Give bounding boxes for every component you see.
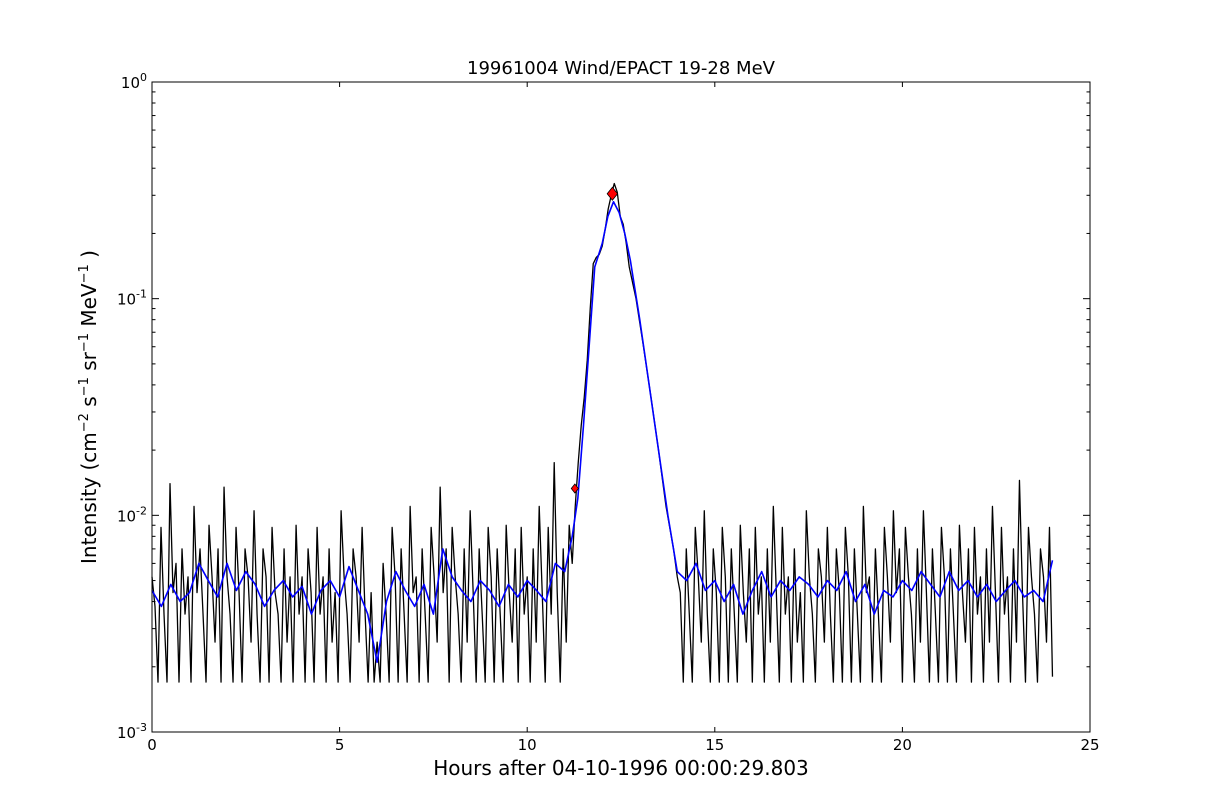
x-tick-label-4: 20 xyxy=(893,736,912,754)
series-line-1 xyxy=(151,200,1054,663)
x-tick-label-1: 5 xyxy=(335,736,345,754)
series-line-0 xyxy=(151,182,1054,683)
plot-frame xyxy=(151,81,1091,733)
y-tick-label-3: 10-3 xyxy=(117,721,147,742)
tick-layer xyxy=(151,81,1091,733)
marker-layer xyxy=(570,186,619,494)
x-tick-label-5: 25 xyxy=(1080,736,1099,754)
peak-marker-0 xyxy=(570,483,579,494)
peak-marker-1 xyxy=(606,186,619,201)
x-tick-label-2: 10 xyxy=(518,736,537,754)
plot-background xyxy=(152,82,1090,732)
x-tick-label-0: 0 xyxy=(147,736,157,754)
series-layer xyxy=(151,182,1054,683)
y-axis-label: Intensity (cm−2 s−1 sr−1 MeV−1 ) xyxy=(77,250,101,564)
y-tick-label-1: 10-1 xyxy=(117,288,147,309)
y-tick-label-0: 100 xyxy=(121,71,147,92)
plot-area xyxy=(151,81,1091,733)
y-tick-labels: 100 10-1 10-2 10-3 xyxy=(117,71,147,742)
x-tick-label-3: 15 xyxy=(705,736,724,754)
chart-title: 19961004 Wind/EPACT 19-28 MeV xyxy=(467,58,776,79)
x-axis-label: Hours after 04-10-1996 00:00:29.803 xyxy=(433,756,809,780)
y-tick-label-2: 10-2 xyxy=(117,504,147,525)
x-tick-labels: 0 5 10 15 20 25 xyxy=(147,736,1099,754)
